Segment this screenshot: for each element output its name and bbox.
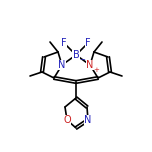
Text: F: F [85, 38, 91, 48]
Text: F: F [61, 38, 67, 48]
Text: +: + [93, 67, 99, 73]
Text: N: N [58, 60, 66, 70]
Text: B: B [73, 50, 79, 60]
Text: N: N [84, 115, 92, 125]
Text: N: N [86, 60, 94, 70]
Text: O: O [63, 115, 71, 125]
Text: −: − [79, 57, 85, 63]
